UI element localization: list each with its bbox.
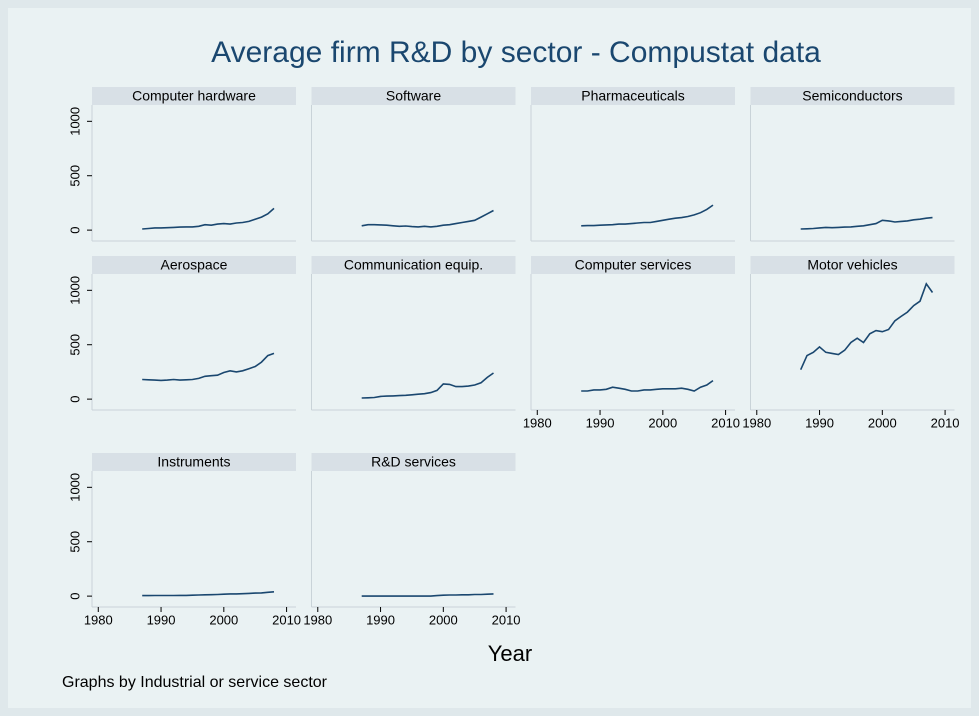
panel-header xyxy=(92,87,296,105)
y-tick-label: 500 xyxy=(67,531,82,553)
panel-header xyxy=(750,256,955,274)
x-tick-label: 2010 xyxy=(492,612,521,627)
x-tick-label: 1990 xyxy=(586,415,615,430)
y-tick-label: 1000 xyxy=(67,473,82,502)
x-tick-label: 2000 xyxy=(868,415,897,430)
panel-title: Computer hardware xyxy=(132,88,256,104)
panel-title: Computer services xyxy=(575,257,692,273)
panel-header xyxy=(311,453,516,471)
panel-header xyxy=(531,87,735,105)
plot-region xyxy=(750,105,955,241)
panel-title: Aerospace xyxy=(161,257,228,273)
panel-title: R&D services xyxy=(371,454,456,470)
series-line xyxy=(361,372,494,399)
x-tick-label: 2010 xyxy=(272,612,301,627)
series-line xyxy=(800,216,933,230)
plot-region xyxy=(92,274,296,410)
series-line xyxy=(142,591,275,597)
series-line xyxy=(581,204,714,227)
chart-title: Average firm R&D by sector - Compustat d… xyxy=(211,36,821,69)
plot-region xyxy=(531,274,735,410)
y-tick-label: 1000 xyxy=(67,107,82,136)
panel-title: Semiconductors xyxy=(802,88,902,104)
x-tick-label: 2000 xyxy=(209,612,238,627)
series-line xyxy=(361,593,494,597)
panel-header xyxy=(311,256,516,274)
series-line xyxy=(142,207,275,230)
panel-header xyxy=(92,256,296,274)
series-line xyxy=(799,282,934,371)
y-tick-label: 500 xyxy=(67,165,82,187)
series-line xyxy=(361,209,494,228)
x-tick-label: 2000 xyxy=(648,415,677,430)
panel-header xyxy=(531,256,735,274)
x-tick-label: 1980 xyxy=(742,415,771,430)
series-line xyxy=(142,352,275,382)
plot-region xyxy=(311,471,516,607)
x-tick-label: 1990 xyxy=(805,415,834,430)
x-tick-label: 1990 xyxy=(366,612,395,627)
y-tick-label: 1000 xyxy=(67,276,82,305)
x-tick-label: 1980 xyxy=(303,612,332,627)
panel-title: Software xyxy=(386,88,441,104)
panel-title: Communication equip. xyxy=(344,257,483,273)
panel-title: Motor vehicles xyxy=(807,257,897,273)
panel-title: Pharmaceuticals xyxy=(581,88,685,104)
x-tick-label: 1980 xyxy=(523,415,552,430)
x-tick-label: 1990 xyxy=(147,612,176,627)
note: Graphs by Industrial or service sector xyxy=(62,674,328,691)
x-tick-label: 2010 xyxy=(711,415,740,430)
plot-region xyxy=(311,274,516,410)
panel-header xyxy=(311,87,516,105)
plot-region xyxy=(92,105,296,241)
panel-header xyxy=(92,453,296,471)
y-tick-label: 0 xyxy=(67,396,82,403)
x-tick-label: 2000 xyxy=(429,612,458,627)
x-axis-label: Year xyxy=(488,641,532,666)
panel-title: Instruments xyxy=(157,454,230,470)
y-tick-label: 0 xyxy=(67,593,82,600)
x-tick-label: 1980 xyxy=(84,612,113,627)
series-line xyxy=(581,379,714,392)
plot-region xyxy=(311,105,516,241)
y-tick-label: 500 xyxy=(67,334,82,356)
x-tick-label: 2010 xyxy=(931,415,960,430)
y-tick-label: 0 xyxy=(67,227,82,234)
plot-region xyxy=(92,471,296,607)
panel-header xyxy=(750,87,955,105)
plot-region xyxy=(531,105,735,241)
